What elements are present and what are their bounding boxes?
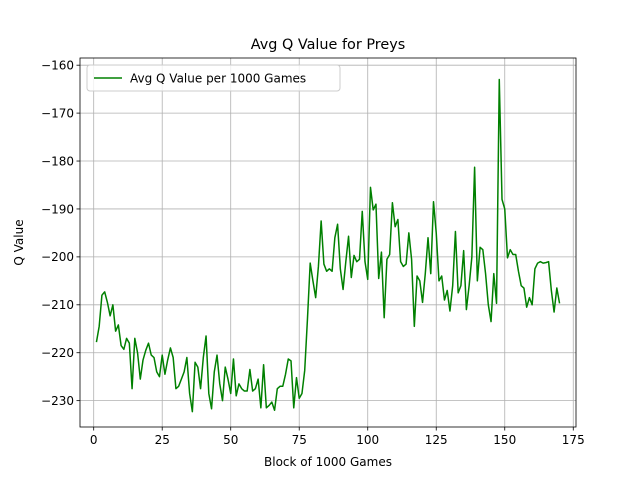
y-tick-label: −160 bbox=[41, 58, 74, 72]
x-tick-label: 0 bbox=[90, 433, 98, 447]
legend-label: Avg Q Value per 1000 Games bbox=[130, 72, 306, 86]
x-tick-label: 150 bbox=[493, 433, 516, 447]
y-axis-label: Q Value bbox=[12, 219, 26, 265]
series-line bbox=[95, 78, 561, 413]
y-tick-label: −230 bbox=[41, 394, 74, 408]
legend: Avg Q Value per 1000 Games bbox=[86, 64, 341, 92]
x-axis: 0 25 50 75 100 125 150 175 bbox=[90, 427, 585, 447]
x-axis-label: Block of 1000 Games bbox=[264, 455, 392, 469]
y-axis: −230 −220 −210 −200 −190 −180 −170 −160 bbox=[41, 58, 80, 408]
x-tick-label: 125 bbox=[425, 433, 448, 447]
chart-title: Avg Q Value for Preys bbox=[251, 37, 405, 53]
plot-frame bbox=[79, 57, 577, 428]
legend-box bbox=[86, 64, 341, 92]
x-tick-label: 50 bbox=[223, 433, 238, 447]
x-tick-label: 100 bbox=[356, 433, 379, 447]
y-tick-label: −220 bbox=[41, 346, 74, 360]
x-tick-label: 25 bbox=[155, 433, 170, 447]
series-layer bbox=[95, 78, 561, 413]
y-tick-label: −210 bbox=[41, 298, 74, 312]
y-tick-label: −180 bbox=[41, 154, 74, 168]
x-tick-label: 175 bbox=[562, 433, 585, 447]
y-tick-label: −170 bbox=[41, 106, 74, 120]
y-tick-label: −200 bbox=[41, 250, 74, 264]
grid-lines bbox=[80, 58, 576, 427]
y-tick-label: −190 bbox=[41, 202, 74, 216]
x-tick-label: 75 bbox=[292, 433, 307, 447]
